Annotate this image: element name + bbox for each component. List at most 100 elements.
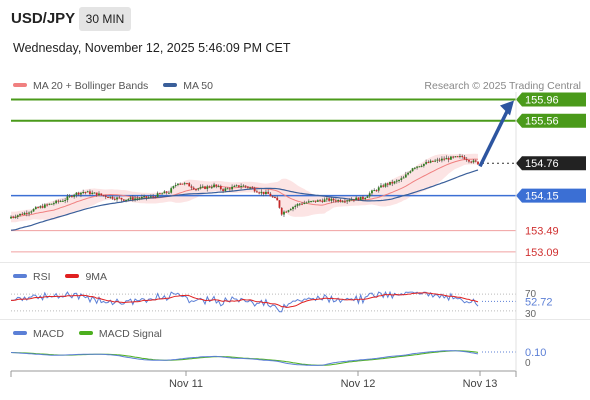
legend-item-ma50: MA 50 xyxy=(163,80,213,92)
candle-body xyxy=(43,204,46,208)
candle-body xyxy=(10,216,12,219)
candle-body xyxy=(190,186,193,188)
candle-body xyxy=(461,155,464,157)
candle-body xyxy=(362,196,364,200)
candle-body xyxy=(411,168,414,172)
candle-body xyxy=(237,185,240,187)
candle-body xyxy=(12,216,15,218)
candle-body xyxy=(14,216,17,218)
candle-body xyxy=(357,197,360,201)
candle-body xyxy=(179,183,182,185)
candle-body xyxy=(199,186,202,189)
candle-body xyxy=(174,184,177,187)
candles-group xyxy=(10,153,479,220)
x-tick-label: Nov 12 xyxy=(341,378,376,390)
candle-body xyxy=(395,180,398,182)
candle-body xyxy=(55,200,58,204)
candle-body xyxy=(454,156,457,158)
candle-body xyxy=(30,211,33,213)
legend-swatch-macd-signal xyxy=(78,331,93,336)
candle-body xyxy=(366,196,369,198)
candle-body xyxy=(129,197,132,200)
candle-body xyxy=(463,156,466,160)
candle-body xyxy=(82,192,85,194)
candle-body xyxy=(312,200,315,202)
candle-body xyxy=(386,183,389,185)
timeframe-badge[interactable]: 30 MIN xyxy=(79,7,131,31)
candle-body xyxy=(292,207,294,210)
candle-body xyxy=(269,193,272,197)
level-value-box xyxy=(516,188,586,203)
candle-body xyxy=(258,192,261,194)
candle-body xyxy=(219,186,222,190)
candle-body xyxy=(389,181,391,185)
candle-body xyxy=(334,200,337,202)
candle-body xyxy=(242,185,245,187)
candle-body xyxy=(441,158,443,161)
candle-body xyxy=(321,200,324,202)
candle-body xyxy=(350,199,353,201)
bollinger-band-fill xyxy=(11,153,478,223)
candle-body xyxy=(235,185,238,187)
candle-body xyxy=(262,191,265,194)
candle-body xyxy=(104,195,107,197)
candle-body xyxy=(48,203,51,205)
candle-body xyxy=(102,195,105,197)
candle-body xyxy=(118,197,121,199)
candle-body xyxy=(21,213,24,215)
candle-body xyxy=(477,161,479,165)
candle-body xyxy=(140,196,143,199)
candle-body xyxy=(436,159,439,161)
candle-body xyxy=(425,162,428,164)
candle-body xyxy=(274,197,276,199)
level-value-text: 155.96 xyxy=(525,94,559,106)
macd-line xyxy=(10,350,479,366)
candle-body xyxy=(19,213,21,216)
candle-body xyxy=(368,193,371,197)
panel-divider-macd xyxy=(0,319,590,320)
candle-body xyxy=(75,192,78,195)
candle-body xyxy=(113,198,116,200)
x-tick-label: Nov 13 xyxy=(463,378,498,390)
panel-divider-rsi xyxy=(0,262,590,263)
candle-body xyxy=(143,196,146,198)
legend-item-9ma: 9MA xyxy=(65,271,107,283)
candle-body xyxy=(57,200,60,202)
rsi-level-30: 30 xyxy=(525,309,537,320)
candle-body xyxy=(330,198,333,201)
candle-body xyxy=(25,212,28,214)
candle-body xyxy=(201,186,204,188)
level-value-box xyxy=(516,156,586,171)
candle-body xyxy=(217,186,220,188)
candle-body xyxy=(413,167,416,169)
candle-body xyxy=(339,199,342,202)
candle-body xyxy=(71,195,73,197)
candle-body xyxy=(197,188,200,190)
candle-body xyxy=(422,163,425,166)
candle-body xyxy=(407,172,409,175)
macd-value: 0.10 xyxy=(525,347,546,359)
candle-body xyxy=(470,161,473,163)
candle-body xyxy=(136,198,139,200)
candle-body xyxy=(120,197,123,200)
candle-body xyxy=(147,197,150,199)
candle-body xyxy=(294,205,297,208)
candle-body xyxy=(208,186,211,188)
candle-body xyxy=(375,190,378,192)
rsi-legend: RSI 9MA xyxy=(13,271,119,283)
candle-body xyxy=(271,196,274,198)
candle-body xyxy=(452,156,455,158)
candle-body xyxy=(265,191,267,194)
candle-body xyxy=(111,196,114,199)
main-legend: MA 20 + Bollinger Bands MA 50 xyxy=(13,80,225,92)
ma50-line xyxy=(10,169,479,231)
candle-body xyxy=(418,166,421,168)
candle-body xyxy=(116,197,118,200)
level-label-155-56: 155.56 xyxy=(516,113,586,128)
candle-body xyxy=(80,192,82,195)
candle-body xyxy=(231,186,233,190)
candle-body xyxy=(450,156,452,160)
candle-body xyxy=(468,160,470,162)
candle-body xyxy=(34,207,37,210)
